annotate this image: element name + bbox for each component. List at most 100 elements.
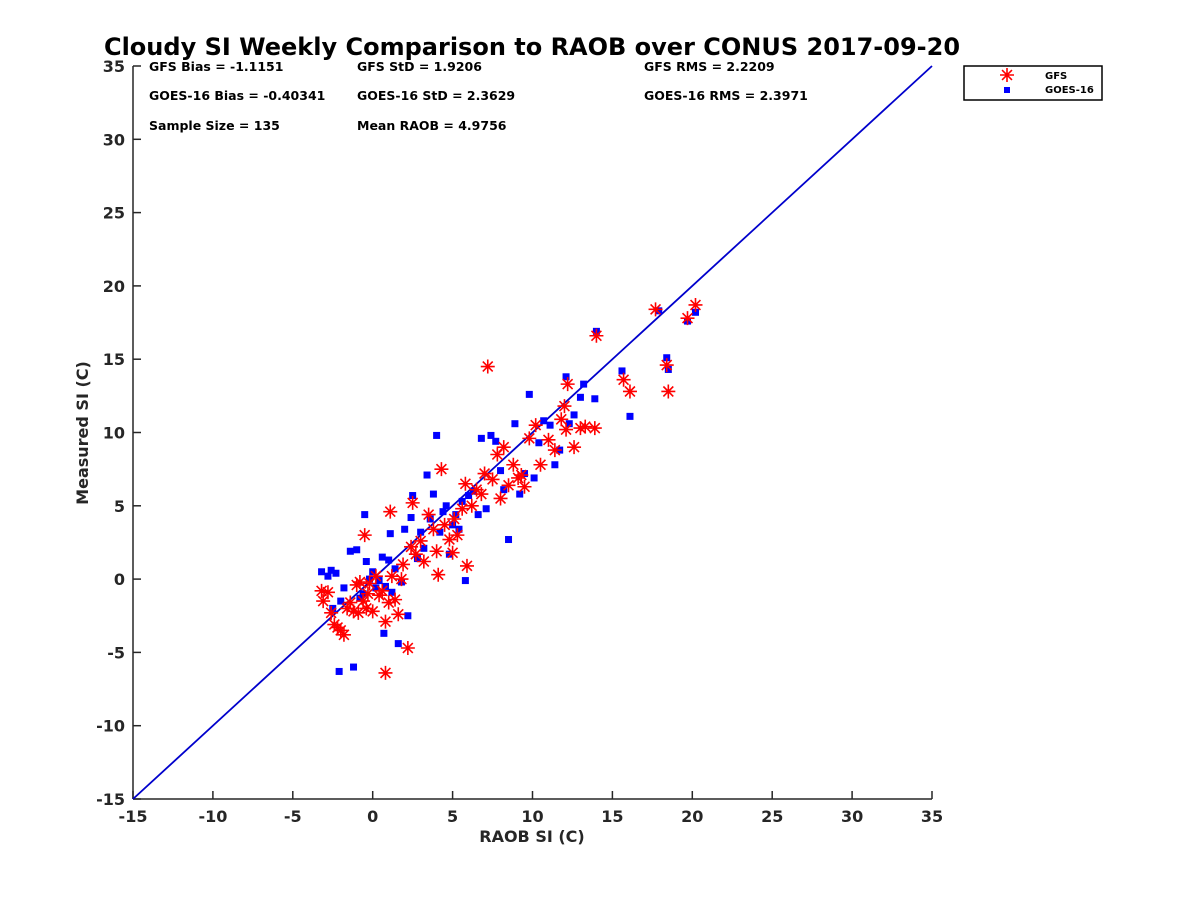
gfs-point [394, 572, 409, 587]
legend-goes16-label: GOES-16 [1045, 85, 1094, 96]
gfs-point-stroke [474, 487, 489, 502]
goes16-point [565, 420, 573, 428]
gfs-point-stroke [314, 583, 329, 598]
gfs-point-stroke [659, 358, 674, 373]
gfs-point [458, 476, 473, 491]
gfs-point [359, 601, 374, 616]
gfs-point [578, 419, 593, 434]
x-tick-label: 0 [367, 807, 378, 826]
gfs-point [437, 517, 452, 532]
goes16-point [337, 597, 345, 605]
y-tick-label: 30 [103, 130, 125, 149]
goes16-point [375, 577, 383, 585]
gfs-point [383, 504, 398, 519]
chart-title: Cloudy SI Weekly Comparison to RAOB over… [104, 33, 960, 61]
goes16-point [626, 412, 634, 420]
gfs-point-stroke [554, 412, 569, 427]
stat-goes16-std: GOES-16 StD = 2.3629 [357, 88, 515, 103]
gfs-point [384, 569, 399, 584]
y-tick-label: 20 [103, 277, 125, 296]
y-tick-label: -10 [96, 717, 125, 736]
goes16-point [436, 528, 444, 536]
gfs-point [343, 595, 358, 610]
gfs-point-stroke [383, 504, 398, 519]
gfs-point [459, 558, 474, 573]
gfs-point-stroke [447, 511, 462, 526]
stat-sample-size: Sample Size = 135 [149, 118, 280, 133]
gfs-point-stroke [616, 372, 631, 387]
gfs-point [517, 479, 532, 494]
gfs-point [661, 384, 676, 399]
gfs-point-stroke [333, 623, 348, 638]
gfs-point [378, 614, 393, 629]
stat-gfs-bias: GFS Bias = -1.1151 [149, 59, 283, 74]
goes16-point [497, 467, 505, 475]
goes16-point [372, 584, 380, 592]
gfs-point-stroke [455, 501, 470, 516]
x-tick-label: 15 [601, 807, 623, 826]
stat-gfs-rms: GFS RMS = 2.2209 [644, 59, 775, 74]
legend-goes16-marker [1004, 87, 1010, 93]
stats-block: GFS Bias = -1.1151 GFS StD = 1.9206 GFS … [149, 59, 808, 133]
gfs-point [445, 545, 460, 560]
gfs-point [616, 372, 631, 387]
goes16-point [492, 437, 500, 445]
gfs-point [434, 462, 449, 477]
goes16-point [442, 502, 450, 510]
gfs-point-stroke [459, 558, 474, 573]
gfs-point-stroke [458, 476, 473, 491]
gfs-point [346, 604, 361, 619]
goes16-point [404, 612, 412, 620]
gfs-point [372, 588, 387, 603]
goes16-point [482, 505, 490, 513]
gfs-point [567, 440, 582, 455]
gfs-point-stroke [400, 641, 415, 656]
goes16-point [546, 421, 554, 429]
stat-gfs-std: GFS StD = 1.9206 [357, 59, 482, 74]
gfs-point-stroke [533, 457, 548, 472]
goes16-point [381, 582, 389, 590]
gfs-point-stroke [437, 517, 452, 532]
gfs-point [391, 607, 406, 622]
legend-gfs-asterisk-stroke [1000, 68, 1014, 82]
gfs-point [501, 478, 516, 493]
stat-goes16-rms: GOES-16 RMS = 2.3971 [644, 88, 808, 103]
goes16-point [540, 417, 548, 425]
goes16-point [426, 515, 434, 523]
x-tick-label: 25 [761, 807, 783, 826]
goes16-point [391, 565, 399, 573]
gfs-point-stroke [405, 495, 420, 510]
gfs-point-stroke [316, 594, 331, 609]
y-tick-label: -5 [107, 643, 125, 662]
gfs-point-stroke [413, 533, 428, 548]
goes16-point [388, 588, 396, 596]
gfs-point [533, 457, 548, 472]
gfs-point-stroke [375, 583, 390, 598]
gfs-point-stroke [372, 588, 387, 603]
goes16-point [465, 492, 473, 500]
legend-gfs-label: GFS [1045, 71, 1067, 82]
legend-box [963, 65, 1103, 101]
gfs-point-stroke [324, 605, 339, 620]
gfs-point [477, 466, 492, 481]
gfs-point [464, 498, 479, 513]
gfs-point [426, 522, 441, 537]
gfs-point [442, 532, 457, 547]
x-tick-label: 30 [841, 807, 863, 826]
goes16-point [469, 487, 477, 495]
y-tick-label: 10 [103, 424, 125, 443]
gfs-point-stroke [501, 478, 516, 493]
gfs-point-stroke [578, 419, 593, 434]
gfs-point-stroke [378, 614, 393, 629]
goes16-point [562, 373, 570, 381]
goes16-point [535, 439, 543, 447]
gfs-point-stroke [381, 595, 396, 610]
gfs-point [378, 665, 393, 680]
goes16-point [570, 411, 578, 419]
gfs-point-stroke [490, 447, 505, 462]
gfs-point [496, 440, 511, 455]
gfs-point-stroke [365, 604, 380, 619]
gfs-point-stroke [346, 604, 361, 619]
gfs-point-stroke [391, 607, 406, 622]
gfs-point [431, 567, 446, 582]
